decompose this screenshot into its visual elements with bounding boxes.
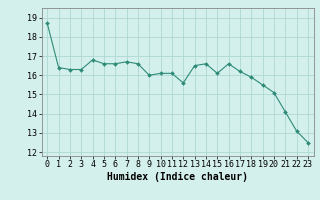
X-axis label: Humidex (Indice chaleur): Humidex (Indice chaleur): [107, 172, 248, 182]
